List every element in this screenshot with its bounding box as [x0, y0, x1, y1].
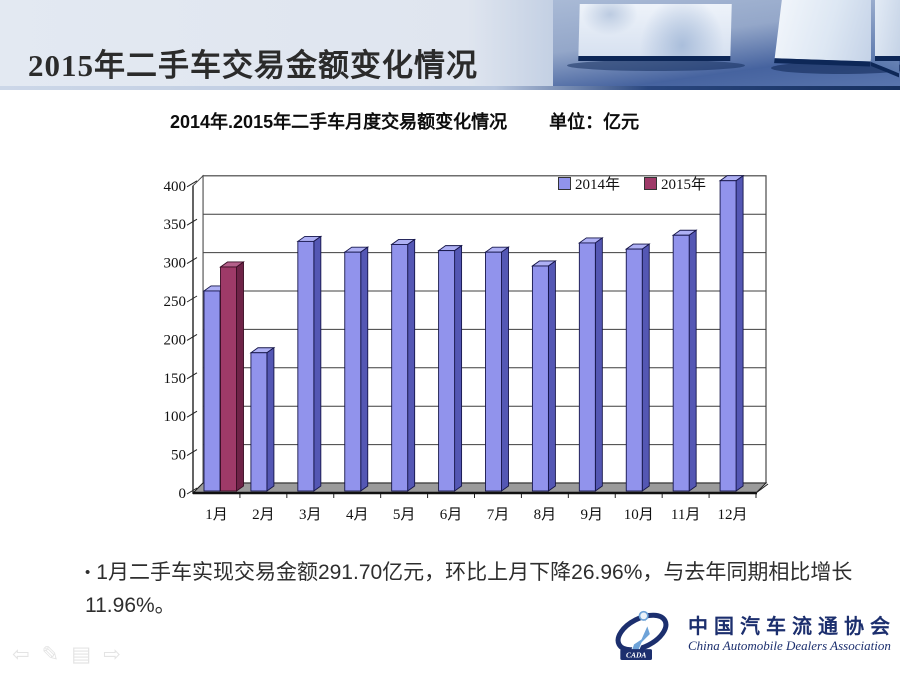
svg-text:10月: 10月	[624, 507, 654, 523]
svg-text:6月: 6月	[440, 507, 463, 523]
legend-item-2014: 2014年	[558, 173, 620, 194]
svg-text:150: 150	[164, 371, 187, 387]
legend-swatch-2015	[644, 177, 658, 190]
cada-logo: CADA 中国汽车流通协会 China Automobile Dealers A…	[602, 603, 896, 667]
logo-name-en: China Automobile Dealers Association	[688, 638, 891, 654]
slide-menu-icon[interactable]: ▤	[71, 642, 92, 666]
svg-text:0: 0	[179, 486, 187, 502]
next-arrow-icon[interactable]: ⇨	[103, 642, 121, 666]
slide-title: 2015年二手车交易金额变化情况	[28, 48, 478, 83]
slide-header: 2015年二手车交易金额变化情况	[0, 0, 900, 90]
summary-body: 1月二手车实现交易金额291.70亿元，环比上月下降26.96%，与去年同期相比…	[85, 561, 853, 618]
header-divider	[0, 86, 900, 90]
svg-text:4月: 4月	[346, 507, 369, 523]
svg-text:250: 250	[164, 294, 187, 310]
cube-shadow	[567, 60, 745, 71]
svg-text:8月: 8月	[534, 507, 557, 523]
svg-text:9月: 9月	[581, 507, 604, 523]
chart-title-row: 2014年.2015年二手车月度交易额变化情况 单位：亿元	[170, 108, 870, 134]
svg-text:12月: 12月	[718, 507, 748, 523]
chart-title: 2014年.2015年二手车月度交易额变化情况	[170, 112, 508, 132]
legend-label-2015: 2015年	[661, 177, 707, 193]
svg-text:2月: 2月	[252, 507, 275, 523]
legend-swatch-2014	[558, 177, 571, 190]
bullet-icon: •	[85, 564, 91, 581]
chart-unit-label: 单位：亿元	[549, 112, 640, 132]
svg-text:350: 350	[164, 217, 187, 233]
cube-icon	[578, 4, 732, 61]
legend-item-2015: 2015年	[644, 173, 706, 194]
bar-chart-container: 0 50 100 150 200 250 300 350 400 1月 2月 3月 4月 5月 6月 7月 8月…	[155, 160, 805, 540]
cube-icon	[875, 0, 900, 61]
prev-arrow-icon[interactable]: ⇦	[12, 642, 30, 666]
pen-icon[interactable]: ✎	[41, 642, 60, 666]
summary-text: • 1月二手车实现交易金额291.70亿元，环比上月下降26.96%，与去年同期相…	[85, 556, 857, 622]
svg-text:100: 100	[164, 409, 187, 425]
svg-text:300: 300	[164, 256, 187, 272]
svg-text:50: 50	[171, 448, 186, 464]
svg-text:CADA: CADA	[626, 651, 646, 660]
bar-chart: 0 50 100 150 200 250 300 350 400 1月 2月 3月 4月 5月 6月 7月 8月…	[164, 174, 769, 523]
svg-text:7月: 7月	[487, 507, 510, 523]
chart-legend: 2014年 2015年	[558, 173, 706, 194]
header-decor-cubes-image	[553, 0, 900, 90]
svg-text:200: 200	[164, 332, 187, 348]
cube-icon	[774, 0, 880, 67]
svg-text:5月: 5月	[393, 507, 416, 523]
legend-label-2014: 2014年	[575, 177, 621, 193]
logo-name-cn: 中国汽车流通协会	[688, 616, 896, 639]
svg-text:400: 400	[164, 179, 187, 195]
svg-text:3月: 3月	[299, 507, 322, 523]
presenter-nav: ⇦ ✎ ▤ ⇨	[12, 642, 121, 666]
cada-logo-icon: CADA	[615, 610, 669, 660]
svg-text:1月: 1月	[205, 507, 228, 523]
svg-text:11月: 11月	[671, 507, 700, 523]
